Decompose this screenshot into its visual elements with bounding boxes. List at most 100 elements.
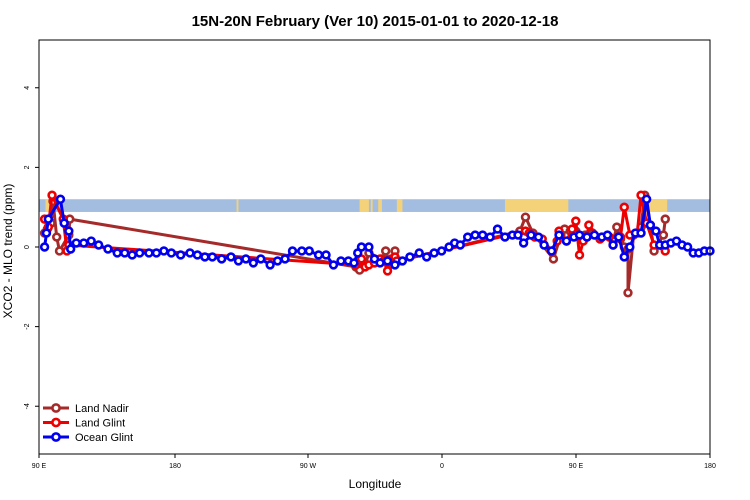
ocean-glint-point	[533, 232, 544, 242]
ocean-glint-point	[462, 232, 473, 242]
land-glint-point	[567, 224, 577, 234]
ocean-glint-point	[216, 254, 227, 264]
legend-swatch-marker	[51, 403, 61, 413]
ocean-glint-point	[356, 242, 367, 252]
legend-item-land-nadir: Land Nadir	[43, 403, 129, 415]
series-layer	[39, 190, 715, 298]
ocean-glint-point	[470, 230, 480, 240]
y-tick-label: -4	[24, 403, 31, 409]
ocean-glint-point	[436, 246, 447, 256]
land-segment	[396, 199, 403, 212]
ocean-glint-point	[280, 254, 290, 264]
ocean-glint-point	[79, 238, 89, 248]
series-ocean-glint	[39, 194, 715, 270]
ocean-glint-point	[561, 236, 572, 246]
ocean-glint-point	[625, 242, 635, 252]
ocean-glint-point	[651, 226, 661, 236]
land-nadir-point	[658, 230, 669, 240]
ocean-glint-point	[336, 256, 346, 266]
ocean-glint-point	[321, 250, 331, 260]
land-glint-point	[382, 266, 393, 276]
ocean-glint-point	[429, 248, 439, 258]
ocean-glint-point	[589, 230, 600, 240]
land-nadir-point	[623, 288, 633, 298]
ocean-glint-point	[256, 254, 266, 264]
ocean-glint-point	[682, 242, 693, 252]
ocean-glint-point	[500, 232, 510, 242]
ocean-glint-point	[265, 260, 275, 270]
ocean-glint-point	[602, 230, 613, 240]
ocean-glint-point	[166, 248, 177, 258]
x-tick-label: 90 W	[300, 463, 317, 470]
land-glint-point	[619, 202, 629, 212]
ocean-glint-point	[93, 240, 104, 250]
land-nadir-point	[612, 222, 622, 232]
ocean-glint-point	[364, 242, 374, 252]
x-tick-label: 180	[169, 463, 181, 470]
ocean-glint-point	[492, 224, 503, 234]
land-segment	[370, 199, 373, 212]
ocean-glint-point	[120, 248, 130, 258]
ocean-glint-point	[328, 260, 339, 270]
ocean-glint-point	[241, 254, 251, 264]
ocean-glint-point	[71, 238, 81, 248]
ocean-glint-point	[103, 244, 113, 254]
ocean-glint-point	[248, 258, 259, 268]
ocean-glint-point	[405, 252, 415, 262]
ocean-glint-point	[546, 246, 557, 256]
legend-label: Ocean Glint	[75, 432, 133, 444]
land-segment	[236, 199, 239, 212]
land-glint-point	[584, 220, 594, 230]
ocean-glint-point	[477, 230, 488, 240]
land-nadir-point	[520, 212, 531, 222]
land-nadir-point	[380, 246, 391, 256]
ocean-glint-point	[144, 248, 154, 258]
land-glint-point	[571, 216, 581, 226]
x-tick-label: 180	[704, 463, 716, 470]
ocean-glint-point	[207, 252, 218, 262]
chart-title: 15N-20N February (Ver 10) 2015-01-01 to …	[192, 13, 559, 30]
ocean-glint-point	[636, 228, 646, 238]
land-segment	[504, 199, 569, 212]
ocean-glint-point	[518, 238, 529, 248]
ocean-glint-point	[304, 246, 314, 256]
ocean-glint-point	[641, 194, 652, 204]
ocean-glint-point	[526, 230, 536, 240]
y-tick-label: -2	[24, 323, 31, 329]
ocean-glint-point	[127, 250, 137, 260]
ocean-glint-point	[64, 226, 74, 236]
x-axis: 90 E 180 90 W 0 90 E 180	[32, 454, 716, 470]
x-tick-label: 90 E	[569, 463, 584, 470]
ocean-glint-point	[297, 246, 307, 256]
ocean-glint-point	[382, 256, 393, 266]
ocean-glint-point	[272, 256, 283, 266]
ocean-glint-point	[485, 232, 495, 242]
legend-label: Land Nadir	[75, 403, 129, 415]
ocean-glint-point	[513, 230, 523, 240]
land-nadir-point	[548, 254, 559, 264]
ocean-glint-point	[65, 244, 76, 254]
land-mask	[39, 199, 710, 212]
land-nadir-point	[54, 246, 65, 256]
land-glint-point	[574, 250, 585, 260]
ocean-glint-point	[39, 242, 50, 252]
ocean-glint-point	[645, 220, 656, 230]
ocean-band	[39, 199, 710, 212]
ocean-glint-point	[134, 248, 145, 258]
legend-label: Land Glint	[75, 418, 125, 430]
ocean-glint-point	[287, 246, 298, 256]
ocean-glint-point	[41, 228, 52, 238]
land-segment	[359, 199, 369, 212]
ocean-glint-point	[414, 248, 424, 258]
legend: Land Nadir Land Glint Ocean Glint	[43, 403, 133, 444]
ocean-glint-point	[574, 230, 585, 240]
ocean-glint-point	[185, 248, 195, 258]
legend-swatch-marker	[51, 417, 61, 428]
land-nadir-point	[660, 214, 670, 224]
ocean-glint-point	[175, 250, 186, 260]
ocean-glint-point	[313, 250, 324, 260]
land-segment	[45, 199, 50, 212]
x-tick-label: 0	[440, 463, 444, 470]
y-axis-title: XCO2 - MLO trend (ppm)	[1, 184, 15, 319]
